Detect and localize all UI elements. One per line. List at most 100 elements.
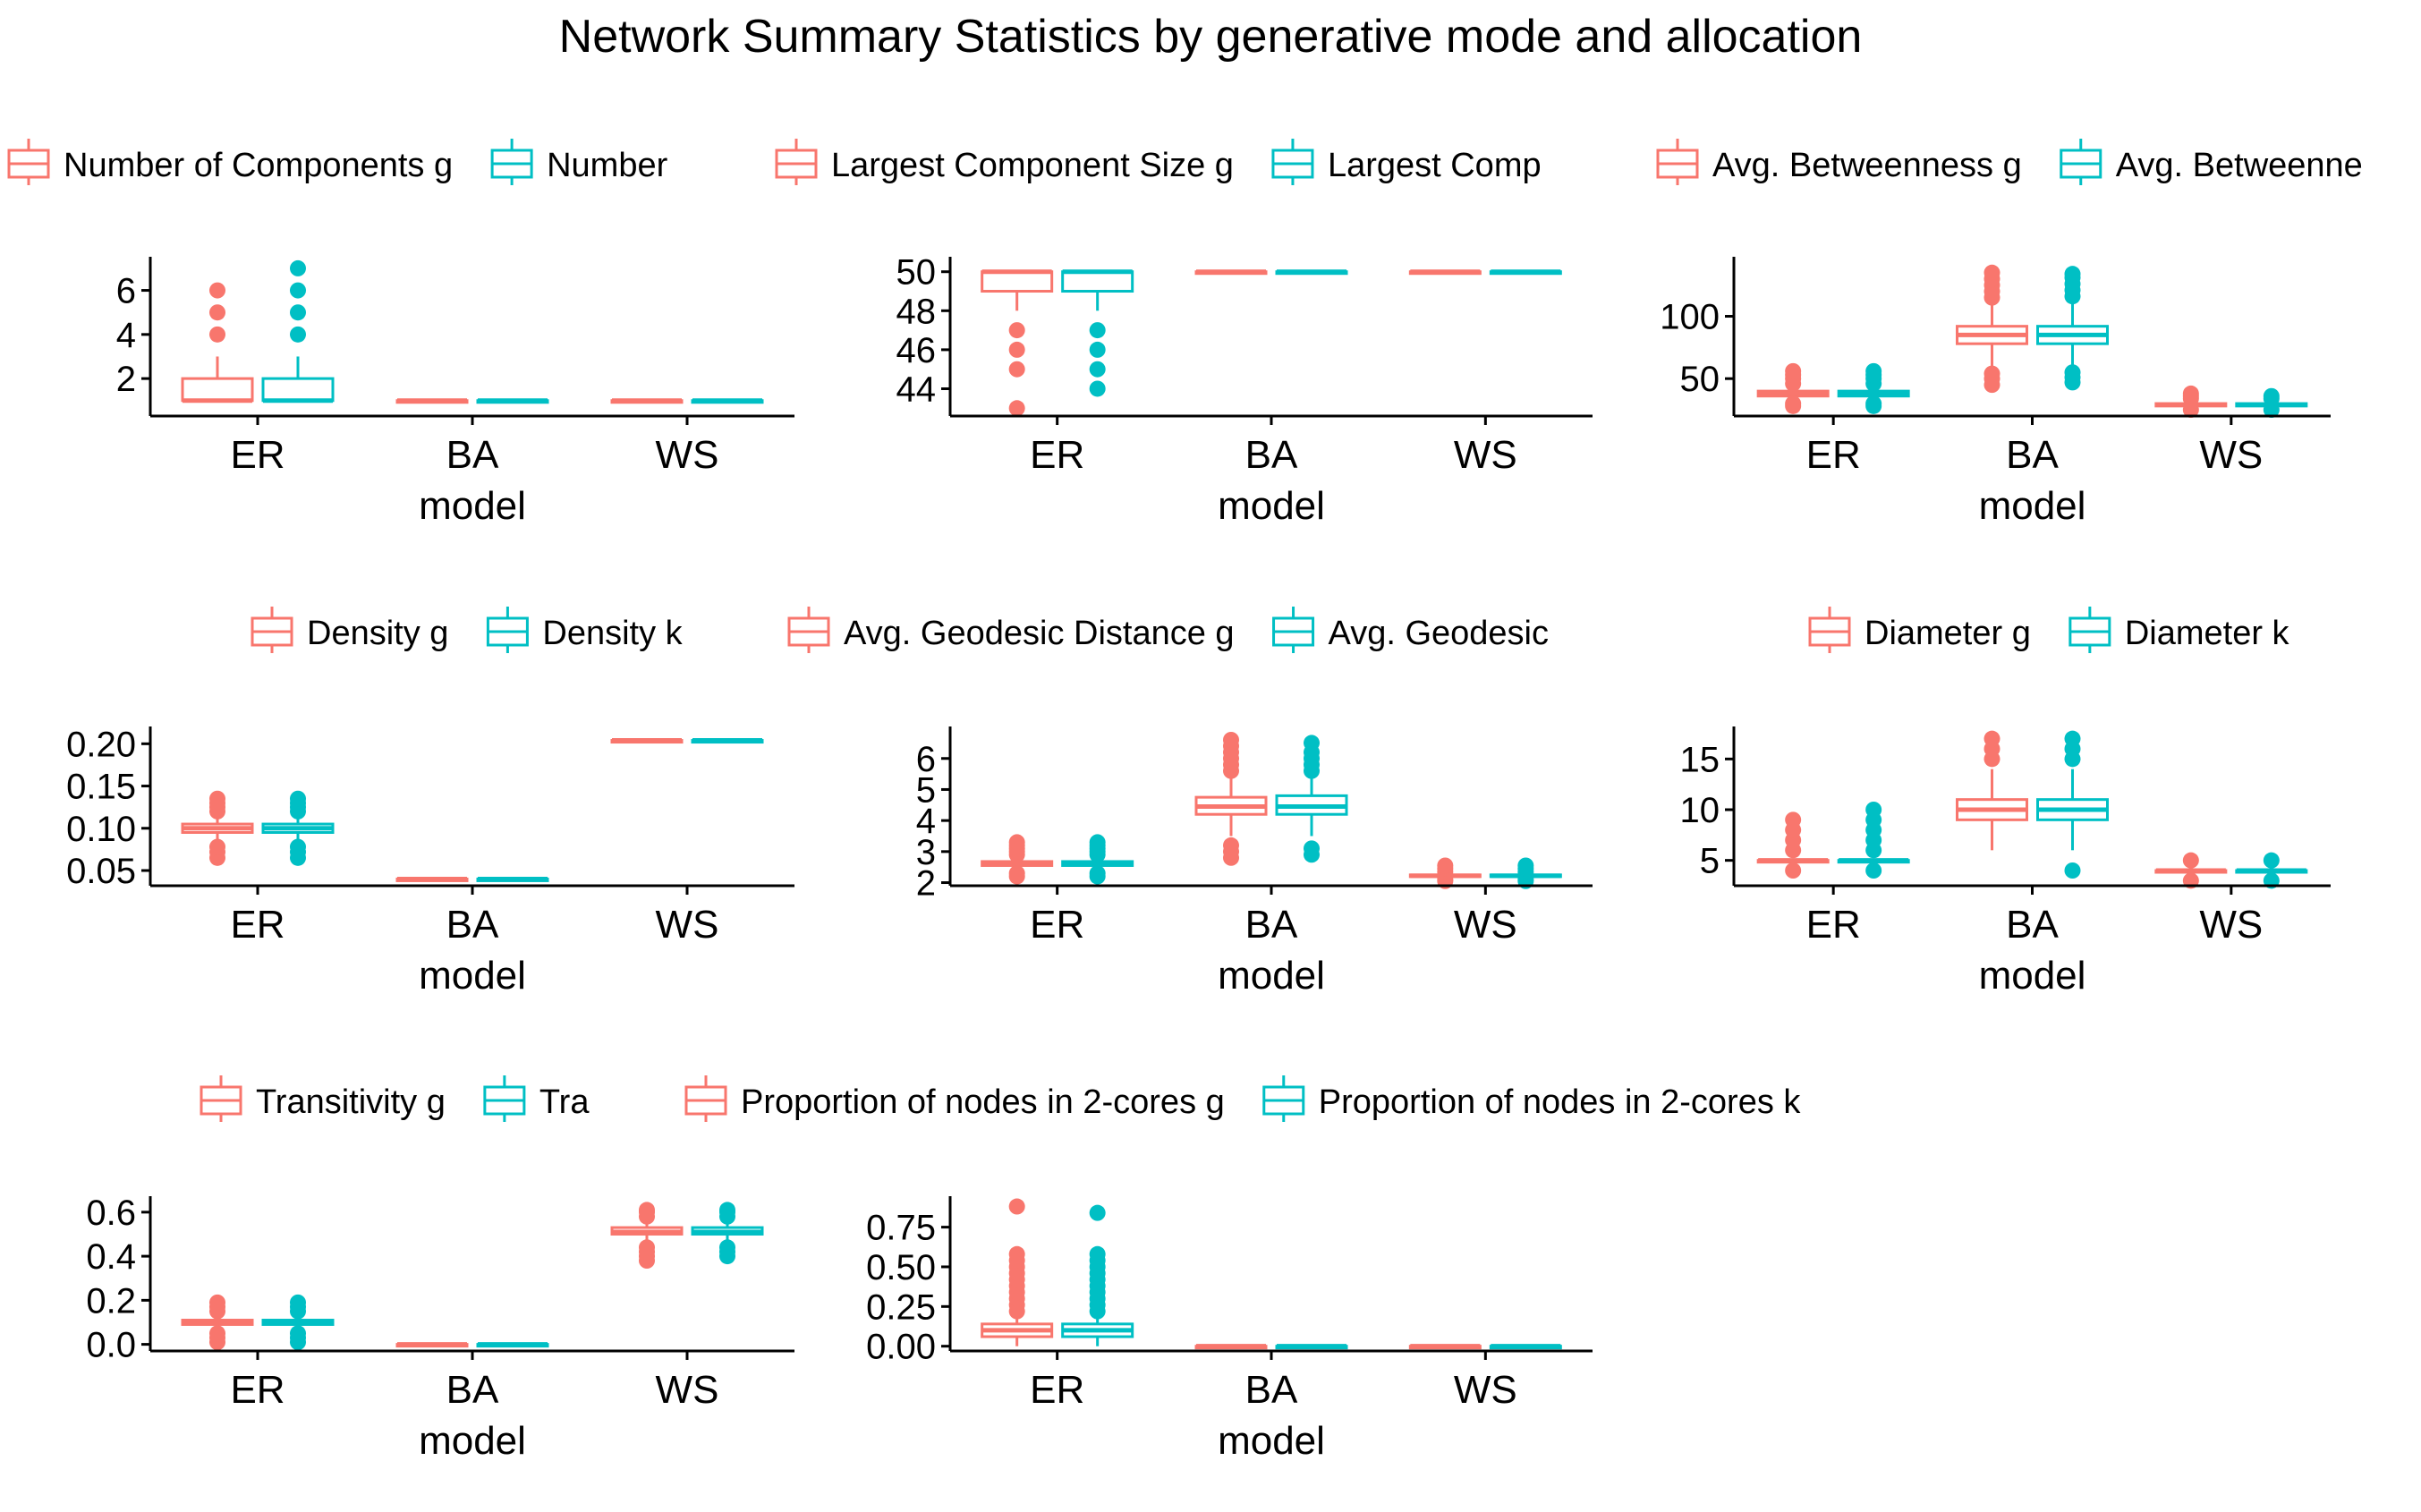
box-WS-k xyxy=(1489,857,1562,889)
y-tick-label: 10 xyxy=(1680,791,1720,830)
legend: Transitivity g Tra xyxy=(200,1075,590,1122)
legend-label: Avg. Betweenness g xyxy=(1712,147,2022,184)
outlier-point xyxy=(1223,731,1239,748)
x-tick-label: ER xyxy=(230,903,285,947)
x-axis-label: model xyxy=(1218,484,1325,528)
outlier-point xyxy=(290,259,306,276)
y-tick-label: 0.25 xyxy=(866,1287,936,1327)
box-ER-g xyxy=(1756,362,1830,414)
legend-label: Avg. Betweenne xyxy=(2116,147,2363,184)
box-WS-k xyxy=(1489,269,1562,276)
legend-label: Largest Component Size g xyxy=(831,147,1234,184)
chart-panel-2: Largest Component Size g Largest Comp 4446… xyxy=(775,139,1593,528)
y-tick-label: 50 xyxy=(1680,360,1720,399)
legend-label: Transitivity g xyxy=(256,1083,446,1121)
y-tick-label: 0.0 xyxy=(86,1326,136,1365)
x-tick-label: BA xyxy=(2006,903,2059,947)
box-BA-g xyxy=(1194,1344,1268,1350)
legend: Largest Component Size g Largest Comp xyxy=(775,139,1542,185)
outlier-point xyxy=(719,1239,735,1256)
box-BA-g xyxy=(395,1342,469,1348)
box-iqr xyxy=(1061,270,1134,293)
outlier-point xyxy=(719,1202,735,1219)
y-tick-label: 0.2 xyxy=(86,1281,136,1321)
box-WS-g xyxy=(610,398,684,404)
outlier-point xyxy=(2064,266,2081,283)
outlier-point xyxy=(1984,264,2001,281)
outlier-point xyxy=(2064,364,2081,381)
outlier-point xyxy=(2263,387,2280,404)
outlier-point xyxy=(1089,1245,1106,1262)
box-WS-k xyxy=(2235,852,2308,889)
y-tick-label: 0.4 xyxy=(86,1237,136,1277)
box-WS-g xyxy=(2154,385,2228,419)
outlier-point xyxy=(1437,857,1454,874)
x-axis-label: model xyxy=(1218,1419,1325,1463)
outlier-point xyxy=(1008,865,1025,882)
y-tick-label: 5 xyxy=(916,770,936,810)
outlier-point xyxy=(209,282,225,299)
box-BA-g xyxy=(1194,269,1268,276)
outlier-point xyxy=(1865,362,1882,379)
box-WS-g xyxy=(610,738,684,744)
box-BA-g xyxy=(395,398,469,404)
chart-panel-8: Proportion of nodes in 2-cores g Proporti… xyxy=(684,1075,1802,1463)
outlier-point xyxy=(1008,322,1025,339)
legend-label: Diameter k xyxy=(2125,615,2290,652)
outlier-point xyxy=(1785,811,1802,828)
y-tick-label: 2 xyxy=(916,864,936,904)
y-tick-label: 0.6 xyxy=(86,1193,136,1233)
x-tick-label: BA xyxy=(1245,433,1298,477)
outlier-point xyxy=(1089,865,1106,882)
box-ER-k xyxy=(1061,269,1134,397)
x-tick-label: WS xyxy=(1454,433,1517,477)
y-tick-label: 48 xyxy=(896,292,937,331)
chart-panel-5: Avg. Geodesic Distance g Avg. Geodesic 234… xyxy=(787,607,1593,998)
outlier-point xyxy=(1089,1204,1106,1221)
outlier-point xyxy=(209,1325,225,1342)
outlier-point xyxy=(1008,361,1025,378)
box-BA-g xyxy=(395,876,469,882)
y-tick-label: 0.20 xyxy=(66,725,136,764)
box-WS-g xyxy=(1408,269,1482,276)
legend-label: Number of Components g xyxy=(64,147,453,184)
legend-label: Proportion of nodes in 2-cores k xyxy=(1319,1083,1802,1121)
outlier-point xyxy=(1008,341,1025,358)
y-tick-label: 6 xyxy=(116,272,136,311)
x-tick-label: BA xyxy=(2006,433,2059,477)
chart-panel-3: Avg. Betweenness g Avg. Betweenne 50 100 ER B… xyxy=(1656,139,2363,528)
x-tick-label: WS xyxy=(1454,1368,1517,1412)
box-WS-g xyxy=(1408,857,1482,889)
legend-label: Diameter g xyxy=(1865,615,2031,652)
outlier-point xyxy=(2064,862,2081,879)
outlier-point xyxy=(2263,402,2280,419)
box-WS-k xyxy=(691,1202,764,1265)
outlier-point xyxy=(209,790,225,807)
box-ER-k xyxy=(1837,802,1910,879)
outlier-point xyxy=(1304,840,1320,857)
box-ER-k xyxy=(261,790,335,866)
y-tick-label: 2 xyxy=(116,360,136,399)
x-tick-label: WS xyxy=(2199,903,2263,947)
outlier-point xyxy=(1008,1245,1025,1262)
x-tick-label: ER xyxy=(230,433,285,477)
x-tick-label: WS xyxy=(656,1368,719,1412)
outlier-point xyxy=(290,304,306,321)
x-tick-label: WS xyxy=(656,903,719,947)
y-tick-label: 100 xyxy=(1660,298,1720,337)
outlier-point xyxy=(209,838,225,855)
outlier-point xyxy=(209,304,225,321)
outlier-point xyxy=(1304,735,1320,752)
x-tick-label: ER xyxy=(1030,1368,1084,1412)
box-ER-g xyxy=(981,1198,1054,1346)
box-BA-k xyxy=(1275,735,1348,863)
outlier-point xyxy=(1785,362,1802,379)
x-axis-label: model xyxy=(1979,484,2086,528)
outlier-point xyxy=(209,1294,225,1311)
legend: Number of Components g Number xyxy=(7,139,668,185)
y-tick-label: 3 xyxy=(916,833,936,872)
box-BA-k xyxy=(476,876,549,882)
y-tick-label: 0.05 xyxy=(66,852,136,891)
y-tick-label: 6 xyxy=(916,740,936,779)
x-axis-label: model xyxy=(419,484,526,528)
